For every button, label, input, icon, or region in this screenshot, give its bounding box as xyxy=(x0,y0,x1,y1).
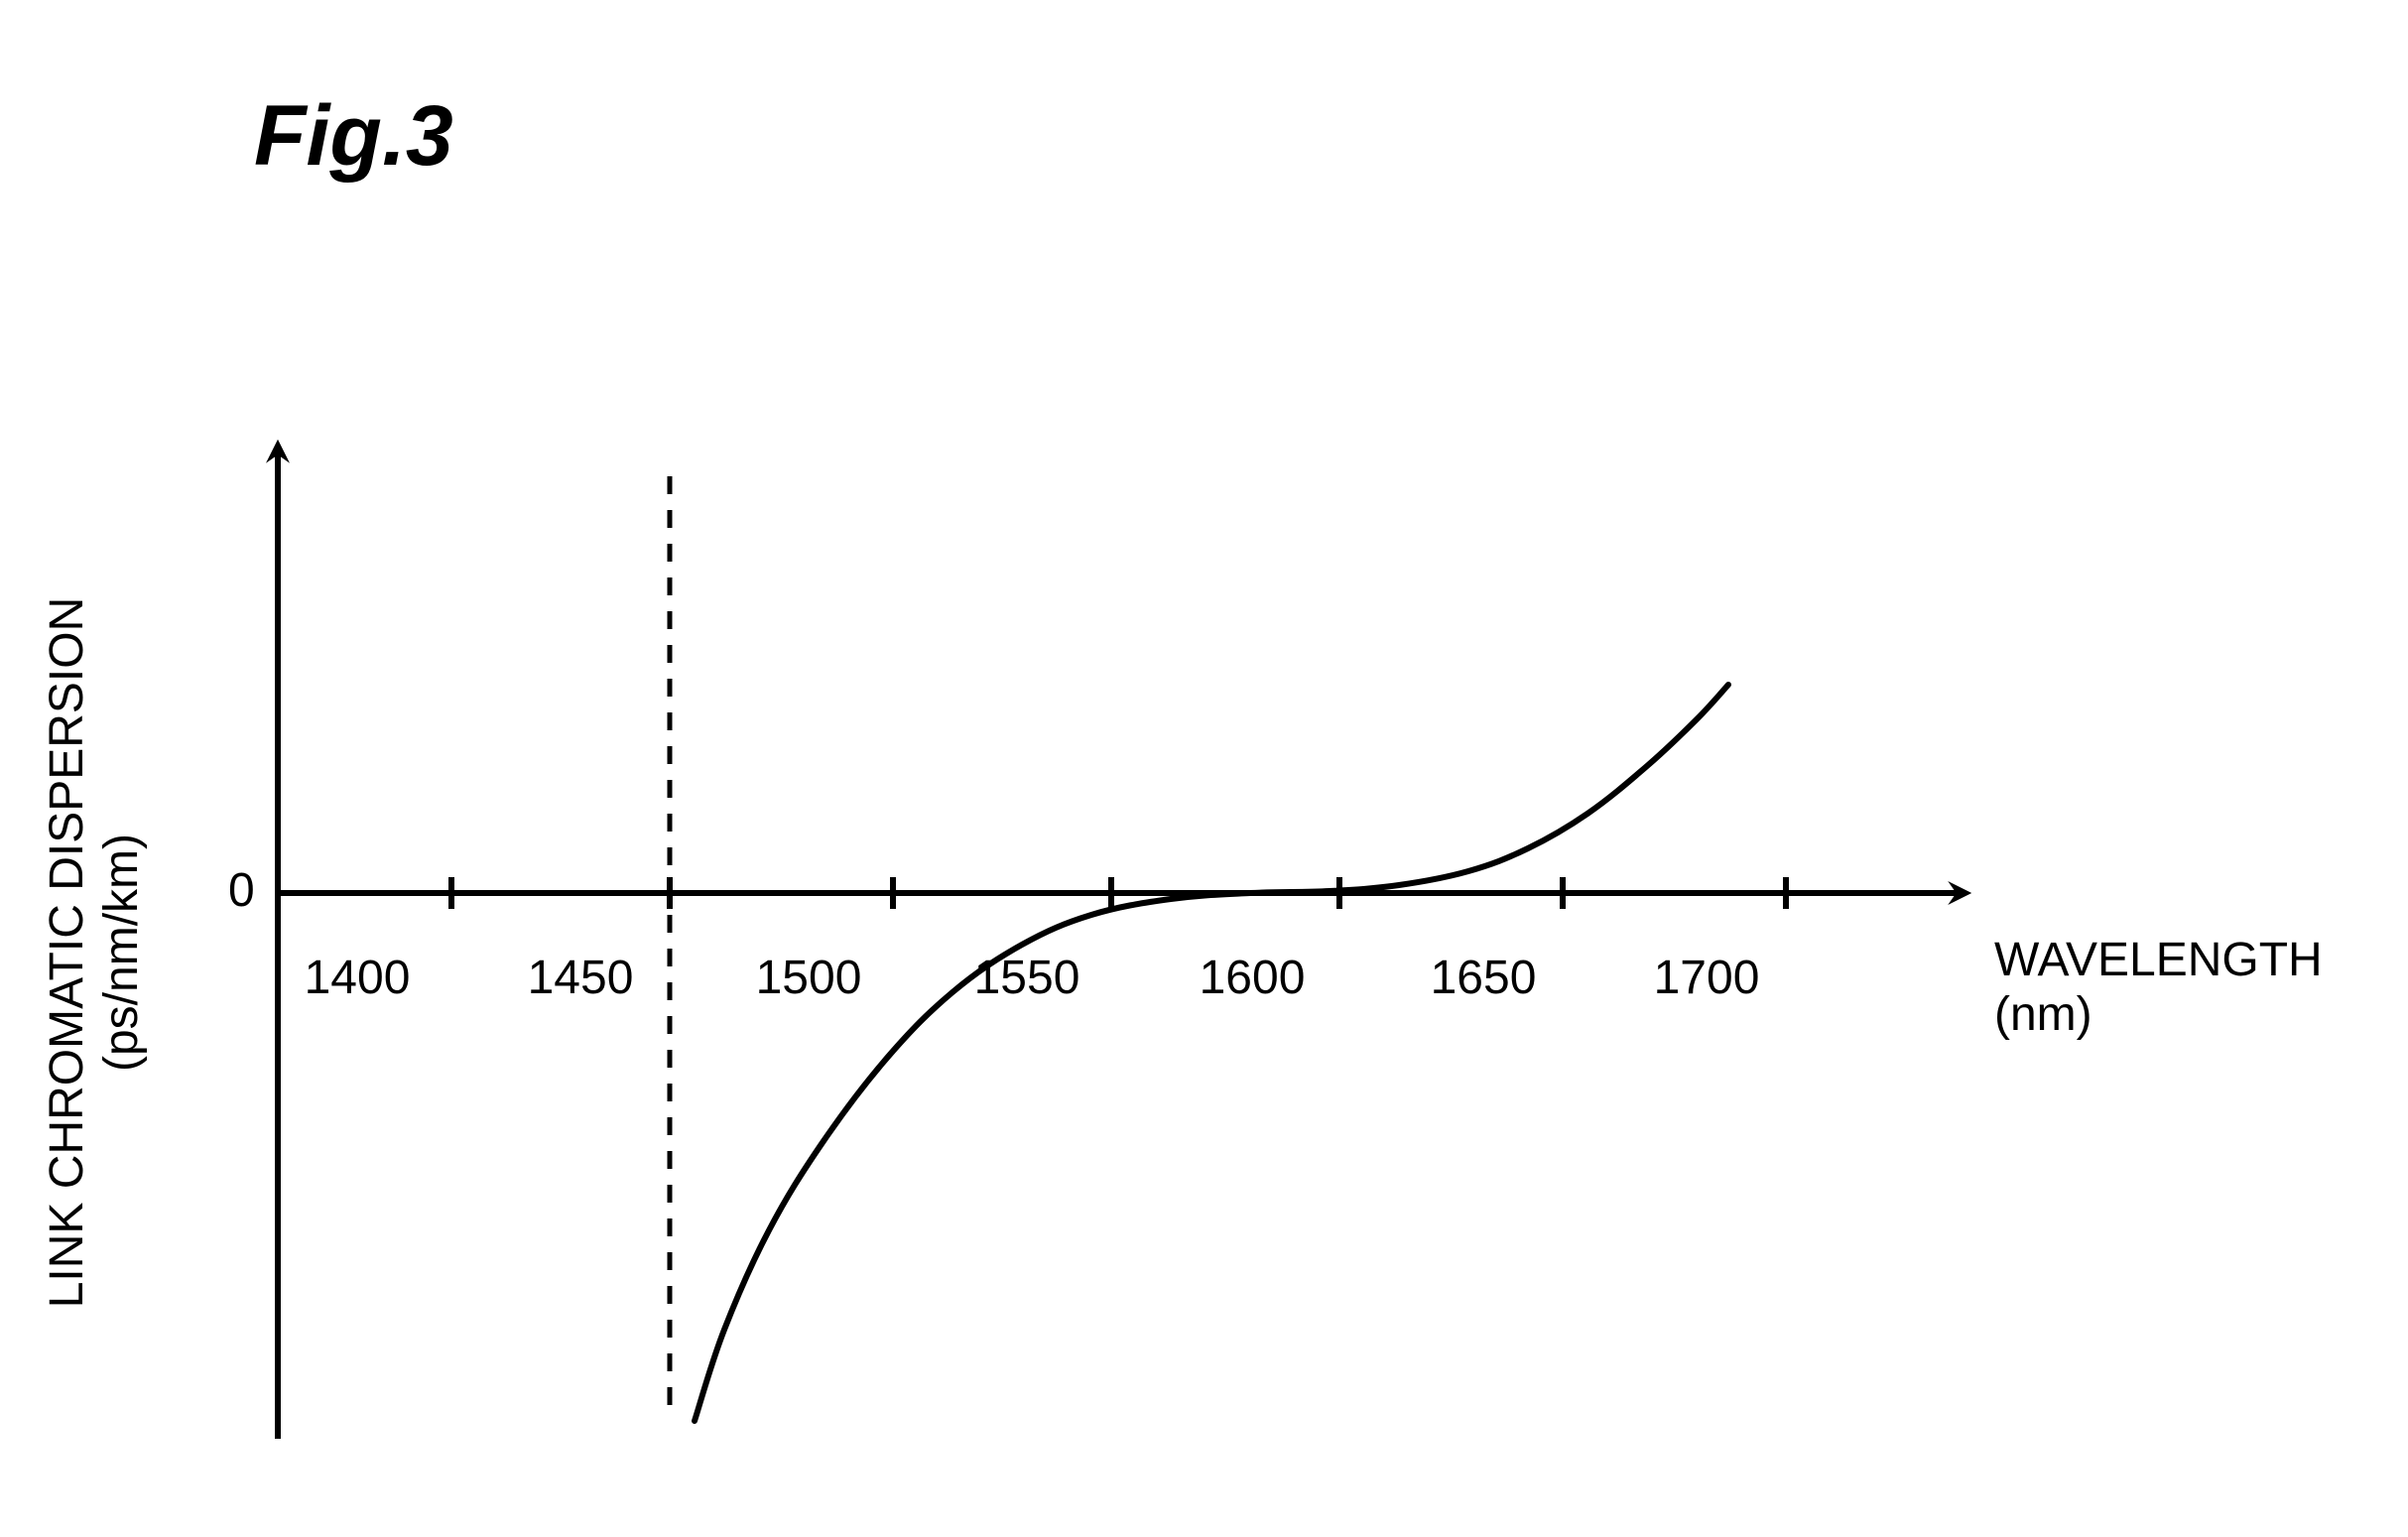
page-root: Fig.3 LINK CHROMATIC DISPERSION (ps/nm/k… xyxy=(0,0,2408,1537)
y-axis-label-group: LINK CHROMATIC DISPERSION (ps/nm/km) xyxy=(40,597,149,1309)
x-tick-label: 1500 xyxy=(756,951,862,1005)
x-tick-label: 1550 xyxy=(974,951,1080,1005)
y-axis-label-sub: (ps/nm/km) xyxy=(94,597,149,1309)
dispersion-chart xyxy=(218,427,2203,1469)
y-axis-label-main: LINK CHROMATIC DISPERSION xyxy=(40,597,94,1309)
x-tick-label: 1400 xyxy=(305,951,411,1005)
y-zero-label: 0 xyxy=(228,863,255,918)
x-tick-label: 1650 xyxy=(1431,951,1537,1005)
figure-title: Fig.3 xyxy=(254,87,453,186)
x-tick-label: 1700 xyxy=(1654,951,1760,1005)
x-tick-label: 1600 xyxy=(1200,951,1306,1005)
x-axis-label: WAVELENGTH (nm) xyxy=(1994,933,2408,1042)
x-tick-label: 1450 xyxy=(528,951,634,1005)
